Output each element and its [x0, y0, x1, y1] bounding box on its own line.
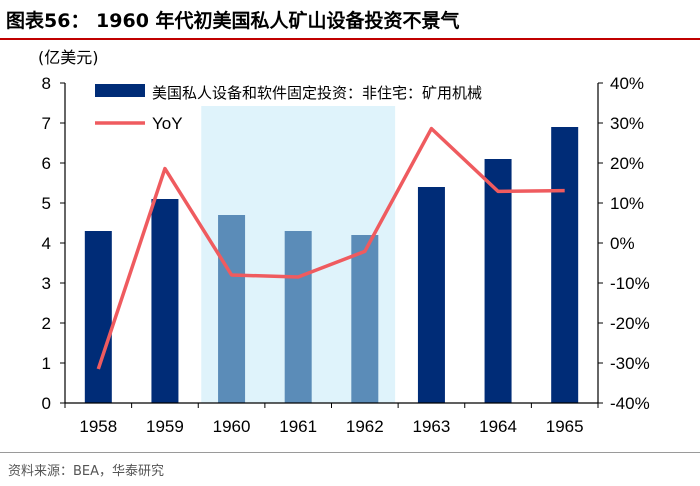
source-note: 资料来源：BEA，华泰研究	[8, 464, 165, 479]
x-tick-label: 1961	[279, 417, 317, 436]
right-tick-label: 0%	[610, 234, 635, 253]
right-tick-label: 20%	[610, 154, 644, 173]
bar-1958	[84, 231, 112, 403]
x-tick-label: 1959	[146, 417, 184, 436]
y-axis-unit-label: (亿美元)	[38, 48, 99, 67]
x-tick-label: 1958	[79, 417, 117, 436]
left-tick-label: 0	[42, 394, 51, 413]
chart: 0 1 2 3 4 5 6 7 8 -40% -30% -20% -10% 0% 10% 20% 30% 40% 1…	[38, 48, 650, 436]
left-tick-label: 6	[42, 154, 51, 173]
left-tick-label: 5	[42, 194, 51, 213]
left-tick-label: 3	[42, 274, 51, 293]
x-tick-label: 1965	[546, 417, 584, 436]
bar-1963	[417, 187, 445, 403]
right-tick-label: -10%	[610, 274, 650, 293]
bar-1962	[351, 235, 379, 403]
right-tick-label: 40%	[610, 74, 644, 93]
right-tick-label: -40%	[610, 394, 650, 413]
right-tick-label: 30%	[610, 114, 644, 133]
left-tick-label: 8	[42, 74, 51, 93]
x-tick-label: 1963	[413, 417, 451, 436]
legend-bar-swatch	[95, 84, 145, 97]
bar-1961	[284, 231, 312, 403]
left-tick-label: 2	[42, 314, 51, 333]
left-tick-label: 1	[42, 354, 51, 373]
chart-title: 图表56： 1960 年代初美国私人矿山设备投资不景气	[6, 10, 460, 32]
bar-1960	[218, 215, 246, 403]
yoy-line	[96, 126, 565, 370]
bar-1964	[484, 159, 512, 403]
legend-bar-label: 美国私人设备和软件固定投资：非住宅：矿用机械	[152, 84, 482, 102]
x-tick-label: 1960	[213, 417, 251, 436]
left-tick-label: 4	[42, 234, 51, 253]
left-tick-label: 7	[42, 114, 51, 133]
x-tick-label: 1964	[479, 417, 517, 436]
right-tick-label: 10%	[610, 194, 644, 213]
title-divider	[0, 38, 700, 40]
bar-1959	[151, 199, 179, 403]
bar-1965	[551, 127, 579, 403]
legend-line-label: YoY	[152, 114, 183, 133]
right-tick-label: -30%	[610, 354, 650, 373]
right-tick-label: -20%	[610, 314, 650, 333]
source-divider	[0, 452, 700, 453]
x-tick-label: 1962	[346, 417, 384, 436]
